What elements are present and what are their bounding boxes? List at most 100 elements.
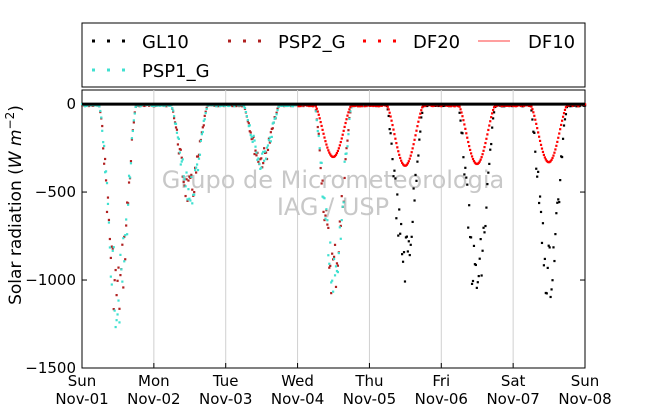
data-point	[551, 279, 554, 282]
data-point	[537, 170, 540, 173]
data-point	[400, 159, 403, 162]
data-point	[397, 234, 400, 237]
data-point	[465, 132, 468, 135]
data-point	[469, 152, 473, 155]
x-tick-label-day: Sat	[501, 372, 526, 390]
data-point	[398, 208, 401, 211]
data-point	[417, 120, 420, 123]
data-point	[495, 104, 499, 107]
data-point	[335, 262, 339, 265]
data-point	[410, 151, 413, 154]
data-point	[308, 104, 311, 108]
data-point	[464, 127, 467, 130]
data-point	[388, 111, 391, 114]
watermark-line-2: IAG / USP	[277, 193, 389, 221]
data-point	[532, 111, 535, 114]
data-point	[561, 119, 564, 122]
data-point	[194, 169, 197, 172]
data-point	[346, 114, 349, 117]
data-point	[548, 246, 551, 249]
data-point	[418, 116, 421, 119]
data-point	[330, 292, 333, 295]
data-point	[554, 148, 557, 151]
data-point	[314, 110, 317, 113]
data-point	[331, 279, 334, 282]
data-point	[393, 133, 396, 136]
data-point	[99, 109, 102, 113]
data-point	[254, 145, 257, 148]
data-point	[101, 124, 104, 128]
data-point	[329, 264, 332, 267]
y-axis-unit-exponent: −2	[3, 112, 17, 130]
data-point	[398, 153, 401, 156]
data-point	[260, 157, 263, 160]
data-point	[558, 200, 561, 204]
data-point	[250, 136, 253, 139]
data-point	[334, 285, 338, 289]
legend-marker	[393, 39, 396, 43]
data-point	[127, 174, 131, 177]
data-point	[318, 149, 321, 152]
data-point	[163, 104, 166, 108]
data-point	[338, 144, 341, 147]
data-point	[324, 214, 327, 217]
data-point	[409, 154, 412, 157]
data-point	[263, 159, 266, 162]
data-point	[186, 198, 189, 201]
data-point	[191, 202, 194, 205]
data-point	[534, 118, 537, 121]
data-point	[552, 246, 555, 249]
data-point	[338, 220, 341, 223]
data-point	[108, 237, 111, 241]
data-point	[412, 187, 415, 190]
data-point	[348, 108, 351, 111]
data-point	[102, 141, 105, 144]
data-point	[291, 105, 294, 108]
data-point	[553, 259, 556, 263]
data-point	[345, 118, 348, 121]
data-point	[334, 265, 338, 268]
data-point	[535, 122, 538, 125]
data-point	[201, 126, 204, 129]
data-point	[318, 117, 321, 120]
data-point	[103, 162, 106, 165]
data-point	[297, 105, 300, 108]
data-point	[408, 157, 411, 160]
data-point	[344, 121, 347, 125]
data-point	[276, 107, 279, 110]
data-point	[195, 163, 199, 166]
data-point	[174, 122, 178, 125]
data-point	[269, 140, 272, 143]
data-point	[104, 179, 108, 182]
x-tick-label-date: Nov-06	[415, 390, 468, 408]
data-point	[471, 279, 475, 283]
data-point	[577, 105, 580, 108]
data-point	[122, 286, 125, 289]
data-point	[190, 175, 193, 179]
data-point	[187, 188, 190, 191]
data-point	[343, 160, 346, 163]
data-point	[419, 130, 422, 133]
data-point	[541, 222, 545, 225]
legend-marker	[363, 39, 366, 43]
legend-marker	[92, 39, 95, 43]
data-point	[139, 105, 142, 108]
data-point	[202, 119, 205, 122]
data-point	[336, 264, 340, 267]
data-point	[561, 137, 565, 140]
data-point	[264, 157, 268, 160]
data-point	[393, 169, 396, 172]
x-tick-label-day: Fri	[432, 372, 450, 390]
watermark-line-1: Grupo de Micrometeorologia	[162, 166, 504, 194]
data-point	[407, 240, 410, 243]
data-point	[274, 116, 277, 119]
data-point	[343, 176, 346, 180]
data-point	[114, 268, 117, 272]
data-point	[105, 182, 109, 185]
data-point	[205, 107, 208, 110]
data-point	[201, 130, 204, 134]
data-point	[490, 116, 493, 119]
data-point	[333, 274, 337, 277]
data-point	[277, 105, 280, 108]
